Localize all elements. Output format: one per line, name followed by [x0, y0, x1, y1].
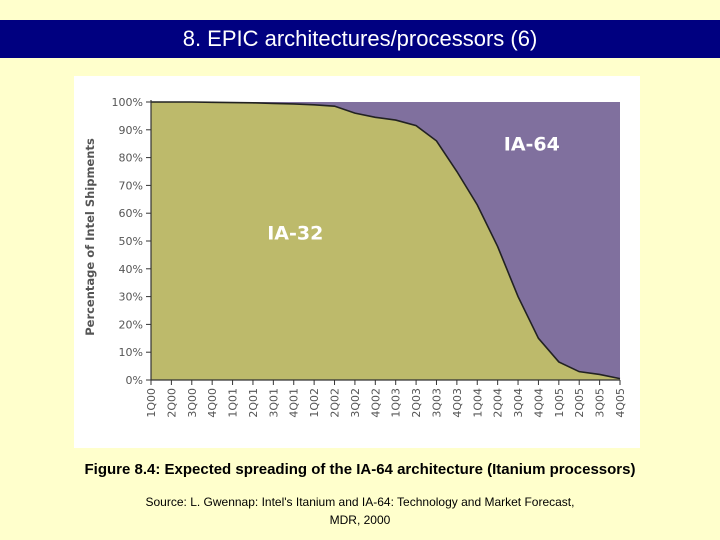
y-tick-label: 50%	[119, 235, 143, 248]
slide-title: 8. EPIC architectures/processors (6)	[0, 20, 720, 58]
ia32-area	[151, 102, 620, 380]
x-tick-label: 2Q01	[247, 388, 260, 418]
source-line-2: MDR, 2000	[329, 513, 391, 527]
x-tick-label: 3Q03	[430, 388, 443, 418]
x-tick-label: 1Q03	[390, 388, 403, 418]
x-tick-label: 2Q02	[329, 388, 342, 418]
x-tick-label: 4Q00	[206, 388, 219, 418]
x-tick-label: 2Q03	[410, 388, 423, 418]
y-tick-label: 30%	[119, 291, 143, 304]
x-tick-label: 3Q05	[594, 388, 607, 418]
area-chart: 0% 10% 20% 30% 40% 50% 60% 70% 80% 90% 100% 1Q00 2Q0…	[83, 96, 627, 418]
ia32-region-label: IA-32	[267, 223, 323, 245]
x-tick-label: 2Q04	[492, 388, 505, 418]
x-tick-label: 1Q00	[145, 388, 158, 418]
y-tick-label: 40%	[119, 263, 143, 276]
x-tick-label: 1Q04	[471, 388, 484, 418]
x-tick-label: 2Q00	[165, 388, 178, 418]
x-tick-label: 2Q05	[573, 388, 586, 418]
x-tick-label: 4Q01	[288, 388, 301, 418]
chart-panel: 0% 10% 20% 30% 40% 50% 60% 70% 80% 90% 100% 1Q00 2Q0…	[74, 76, 640, 448]
x-tick-label: 4Q02	[369, 388, 382, 418]
source-line-1: Source: L. Gwennap: Intel's Itanium and …	[145, 495, 575, 509]
y-tick-label: 0%	[126, 374, 143, 387]
y-axis-title: Percentage of Intel Shipments	[83, 138, 97, 336]
x-tick-label: 4Q03	[451, 388, 464, 418]
ia64-region-label: IA-64	[504, 134, 560, 156]
x-tick-label: 4Q05	[614, 388, 627, 418]
y-tick-label: 10%	[119, 346, 143, 359]
y-tick-label: 80%	[119, 152, 143, 165]
source-note: Source: L. Gwennap: Intel's Itanium and …	[90, 493, 630, 529]
x-tick-label: 1Q02	[308, 388, 321, 418]
x-tick-label: 3Q00	[186, 388, 199, 418]
x-tick-label: 4Q04	[532, 388, 545, 418]
y-tick-label: 70%	[119, 179, 143, 192]
series-boundary-line	[151, 101, 621, 380]
x-tick-label: 3Q04	[512, 388, 525, 418]
ia64-area	[151, 102, 620, 379]
y-tick-label: 60%	[119, 207, 143, 220]
y-tick-label: 100%	[112, 96, 143, 109]
x-tick-label: 1Q05	[553, 388, 566, 418]
figure-caption: Figure 8.4: Expected spreading of the IA…	[84, 461, 636, 478]
x-tick-label: 3Q01	[267, 388, 280, 418]
x-tick-label: 1Q01	[227, 388, 240, 418]
y-tick-label: 90%	[119, 124, 143, 137]
x-tick-label: 3Q02	[349, 388, 362, 418]
y-tick-label: 20%	[119, 318, 143, 331]
